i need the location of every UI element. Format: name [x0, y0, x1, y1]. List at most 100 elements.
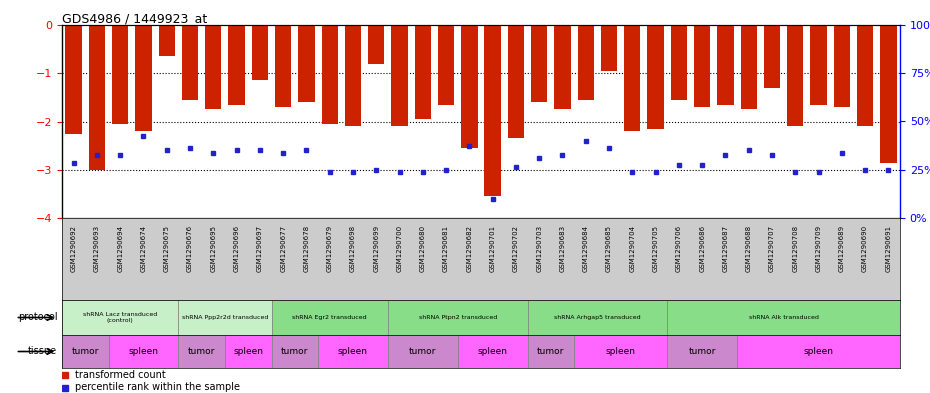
Text: GSM1290699: GSM1290699 — [373, 224, 379, 272]
Bar — [531, 25, 548, 102]
Text: GSM1290681: GSM1290681 — [443, 224, 449, 272]
Bar — [182, 25, 198, 100]
Bar — [694, 25, 711, 107]
Text: shRNA Ptpn2 transduced: shRNA Ptpn2 transduced — [418, 315, 497, 320]
Text: GSM1290688: GSM1290688 — [746, 224, 751, 272]
Text: GSM1290695: GSM1290695 — [210, 224, 217, 272]
Text: GSM1290687: GSM1290687 — [723, 224, 728, 272]
Text: tumor: tumor — [72, 347, 99, 356]
Text: spleen: spleen — [478, 347, 508, 356]
Bar — [810, 25, 827, 105]
Bar — [318, 335, 388, 368]
Bar — [574, 335, 667, 368]
Text: tumor: tumor — [688, 347, 716, 356]
Bar — [299, 25, 314, 102]
Text: GSM1290702: GSM1290702 — [513, 224, 519, 272]
Bar — [179, 335, 225, 368]
Bar — [275, 25, 291, 107]
Text: GSM1290686: GSM1290686 — [699, 224, 705, 272]
Text: GSM1290690: GSM1290690 — [862, 224, 868, 272]
Text: GSM1290685: GSM1290685 — [606, 224, 612, 272]
Text: GSM1290676: GSM1290676 — [187, 224, 193, 272]
Bar — [88, 25, 105, 170]
Bar — [112, 25, 128, 124]
Bar — [252, 25, 268, 81]
Text: spleen: spleen — [128, 347, 158, 356]
Text: tumor: tumor — [409, 347, 436, 356]
Bar — [179, 300, 272, 335]
Bar — [508, 25, 525, 138]
Text: GSM1290674: GSM1290674 — [140, 224, 146, 272]
Text: GSM1290700: GSM1290700 — [396, 224, 403, 272]
Text: shRNA Arhgap5 transduced: shRNA Arhgap5 transduced — [554, 315, 641, 320]
Text: tumor: tumor — [188, 347, 216, 356]
Text: GSM1290708: GSM1290708 — [792, 224, 798, 272]
Text: GSM1290678: GSM1290678 — [303, 224, 310, 272]
Text: GSM1290706: GSM1290706 — [676, 224, 682, 272]
Bar — [415, 25, 431, 119]
Bar — [554, 25, 571, 109]
Bar — [272, 335, 318, 368]
Bar — [647, 25, 664, 129]
Text: GSM1290705: GSM1290705 — [653, 224, 658, 272]
Bar — [671, 25, 687, 100]
Text: GSM1290709: GSM1290709 — [816, 224, 821, 272]
Text: tissue: tissue — [28, 347, 58, 356]
Text: shRNA Egr2 transduced: shRNA Egr2 transduced — [292, 315, 367, 320]
Bar — [717, 25, 734, 105]
Bar — [272, 300, 388, 335]
Text: GSM1290682: GSM1290682 — [466, 224, 472, 272]
Bar — [65, 25, 82, 134]
Text: shRNA Alk transduced: shRNA Alk transduced — [749, 315, 818, 320]
Text: GSM1290693: GSM1290693 — [94, 224, 100, 272]
Bar — [62, 335, 109, 368]
Bar — [322, 25, 338, 124]
Bar — [345, 25, 361, 126]
Bar — [833, 25, 850, 107]
Text: spleen: spleen — [804, 347, 833, 356]
Text: GSM1290677: GSM1290677 — [280, 224, 286, 272]
Text: spleen: spleen — [233, 347, 263, 356]
Text: tumor: tumor — [538, 347, 565, 356]
Text: percentile rank within the sample: percentile rank within the sample — [75, 382, 240, 393]
Bar — [578, 25, 594, 100]
Text: GDS4986 / 1449923_at: GDS4986 / 1449923_at — [62, 12, 207, 25]
Bar — [109, 335, 179, 368]
Text: GSM1290679: GSM1290679 — [326, 224, 333, 272]
Text: GSM1290675: GSM1290675 — [164, 224, 170, 272]
Bar — [368, 25, 384, 64]
Bar — [764, 25, 780, 88]
Bar — [458, 335, 527, 368]
Bar — [601, 25, 618, 71]
Bar — [392, 25, 407, 126]
Bar — [740, 25, 757, 109]
Bar — [485, 25, 500, 196]
Text: transformed count: transformed count — [75, 370, 166, 380]
Text: GSM1290684: GSM1290684 — [583, 224, 589, 272]
Text: GSM1290694: GSM1290694 — [117, 224, 123, 272]
Bar — [225, 335, 272, 368]
Text: GSM1290707: GSM1290707 — [769, 224, 775, 272]
Bar — [62, 300, 179, 335]
Bar — [624, 25, 641, 131]
Text: GSM1290680: GSM1290680 — [419, 224, 426, 272]
Text: GSM1290689: GSM1290689 — [839, 224, 844, 272]
Bar — [229, 25, 245, 105]
Bar — [667, 300, 900, 335]
Bar — [667, 335, 737, 368]
Bar — [159, 25, 175, 56]
Text: GSM1290704: GSM1290704 — [630, 224, 635, 272]
Text: spleen: spleen — [338, 347, 368, 356]
Text: shRNA Ppp2r2d transduced: shRNA Ppp2r2d transduced — [181, 315, 268, 320]
Text: GSM1290692: GSM1290692 — [71, 224, 76, 272]
Text: GSM1290683: GSM1290683 — [560, 224, 565, 272]
Text: GSM1290701: GSM1290701 — [489, 224, 496, 272]
Bar — [136, 25, 152, 131]
Bar — [787, 25, 804, 126]
Bar — [857, 25, 873, 126]
Text: GSM1290696: GSM1290696 — [233, 224, 240, 272]
Bar — [461, 25, 477, 148]
Text: protocol: protocol — [18, 312, 58, 323]
Bar — [527, 335, 574, 368]
Text: GSM1290691: GSM1290691 — [885, 224, 891, 272]
